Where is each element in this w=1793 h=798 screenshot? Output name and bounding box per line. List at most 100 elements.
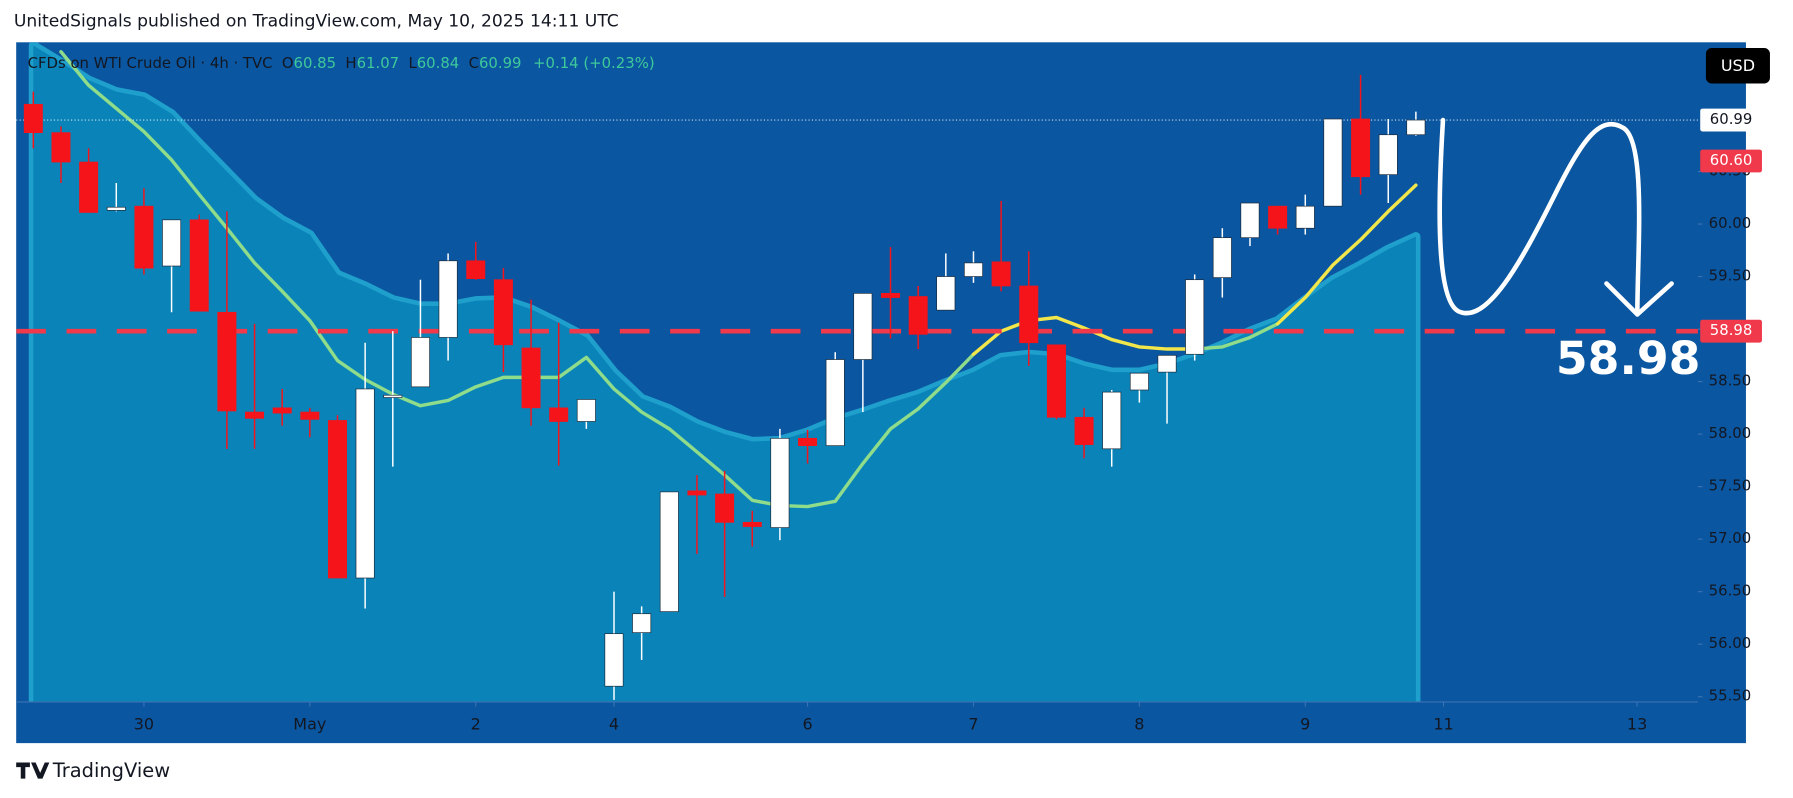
y-tick-label: 56.50 bbox=[1709, 582, 1752, 600]
candle-body bbox=[1019, 285, 1039, 344]
x-tick-label: 8 bbox=[1134, 714, 1144, 733]
forecast-arrowhead bbox=[1604, 281, 1674, 317]
candle-body bbox=[1323, 118, 1343, 207]
candle-body bbox=[963, 262, 983, 277]
cloud-fill bbox=[33, 45, 1416, 702]
candle-body bbox=[1129, 372, 1149, 391]
candle-body bbox=[300, 411, 320, 420]
candle-body bbox=[51, 132, 71, 163]
candle-body bbox=[1212, 237, 1232, 278]
target-annotation: 58.98 bbox=[1556, 332, 1701, 385]
candle-body bbox=[217, 311, 237, 412]
candle-body bbox=[659, 491, 679, 612]
candle-body bbox=[1185, 279, 1205, 355]
candle-body bbox=[549, 407, 569, 422]
candle-body bbox=[383, 394, 403, 398]
candle-body bbox=[853, 293, 873, 360]
candle-body bbox=[715, 493, 735, 523]
legend-low: 60.84 bbox=[417, 54, 460, 72]
candle-body bbox=[106, 206, 126, 211]
brand-logo bbox=[16, 762, 50, 779]
plot-area bbox=[16, 42, 1698, 702]
x-tick-label: 9 bbox=[1300, 714, 1310, 733]
candle-body bbox=[742, 522, 762, 527]
x-tick-label: 4 bbox=[609, 714, 619, 733]
y-tick-label: 59.50 bbox=[1709, 267, 1752, 285]
y-tick-label: 57.50 bbox=[1709, 477, 1752, 495]
candle-body bbox=[825, 359, 845, 447]
x-tick-label: 13 bbox=[1627, 714, 1647, 733]
candle-body bbox=[1406, 119, 1426, 136]
candle-body bbox=[466, 260, 486, 279]
candle-body bbox=[798, 437, 818, 447]
candle-body bbox=[881, 293, 901, 298]
candle-body bbox=[1157, 354, 1177, 373]
candle-body bbox=[576, 399, 596, 422]
target-badge: 58.98 bbox=[1710, 321, 1753, 339]
ma-line bbox=[59, 50, 1280, 509]
x-tick-label: May bbox=[293, 714, 326, 733]
forecast-arrow bbox=[1437, 117, 1642, 317]
legend-o: O bbox=[282, 54, 294, 72]
candle-body bbox=[687, 490, 707, 496]
x-tick-label: 2 bbox=[471, 714, 481, 733]
y-tick-label: 58.00 bbox=[1709, 424, 1752, 442]
marker-price-badge-bg bbox=[1700, 149, 1762, 173]
y-tick-label: 57.00 bbox=[1709, 529, 1752, 547]
candle-body bbox=[162, 219, 182, 267]
candle-body bbox=[410, 337, 430, 388]
x-tick-label: 7 bbox=[968, 714, 978, 733]
candle-body bbox=[1295, 205, 1315, 229]
last-price-badge: 60.99 bbox=[1710, 110, 1753, 128]
candle-body bbox=[438, 260, 458, 338]
currency-label[interactable]: USD bbox=[1721, 56, 1755, 75]
candle-body bbox=[604, 633, 624, 687]
legend-change: +0.14 (+0.23%) bbox=[533, 54, 655, 72]
currency-button[interactable] bbox=[1705, 48, 1770, 84]
candle-body bbox=[189, 219, 209, 312]
y-tick-label: 55.50 bbox=[1709, 687, 1752, 705]
legend-high: 61.07 bbox=[357, 54, 400, 72]
candle-body bbox=[328, 420, 347, 579]
legend-l: L bbox=[408, 54, 417, 72]
candle-body bbox=[23, 103, 43, 133]
legend-close: 60.99 bbox=[479, 54, 522, 72]
candle-body bbox=[355, 388, 375, 579]
y-tick-label: 60.00 bbox=[1709, 214, 1752, 232]
candle-body bbox=[1268, 205, 1288, 229]
marker-price-badge: 60.60 bbox=[1710, 151, 1753, 169]
candle-body bbox=[1351, 118, 1371, 178]
legend-open: 60.85 bbox=[294, 54, 337, 72]
legend-c: C bbox=[469, 54, 479, 72]
x-tick-label: 6 bbox=[802, 714, 812, 733]
x-tick-label: 11 bbox=[1433, 714, 1453, 733]
brand-name: TradingView bbox=[52, 759, 170, 782]
last-price-badge-bg bbox=[1700, 108, 1762, 132]
candle-body bbox=[521, 347, 541, 409]
target-badge-bg bbox=[1700, 319, 1762, 343]
candle-body bbox=[770, 437, 790, 528]
candle-body bbox=[493, 279, 513, 346]
candle-body bbox=[79, 161, 99, 213]
ma-line bbox=[971, 183, 1418, 356]
candle-body bbox=[1378, 134, 1398, 175]
candle-body bbox=[632, 613, 652, 633]
x-tick-label: 30 bbox=[134, 714, 154, 733]
candle-body bbox=[1102, 391, 1122, 450]
candle-body bbox=[1240, 202, 1260, 239]
y-tick-label: 56.00 bbox=[1709, 634, 1752, 652]
legend-h: H bbox=[345, 54, 356, 72]
candle-body bbox=[908, 296, 928, 335]
candle-body bbox=[991, 261, 1011, 287]
y-tick-label: 58.50 bbox=[1709, 372, 1752, 390]
legend-line: CFDs on WTI Crude Oil · 4h · TVC O60.85 … bbox=[28, 54, 655, 72]
candle-body bbox=[134, 205, 154, 269]
candle-body bbox=[1046, 344, 1066, 418]
candle-body bbox=[936, 276, 956, 311]
byline: UnitedSignals published on TradingView.c… bbox=[14, 12, 619, 32]
candle-body bbox=[272, 407, 292, 414]
symbol-title: CFDs on WTI Crude Oil · 4h · TVC bbox=[28, 54, 273, 72]
candle-body bbox=[245, 411, 265, 419]
